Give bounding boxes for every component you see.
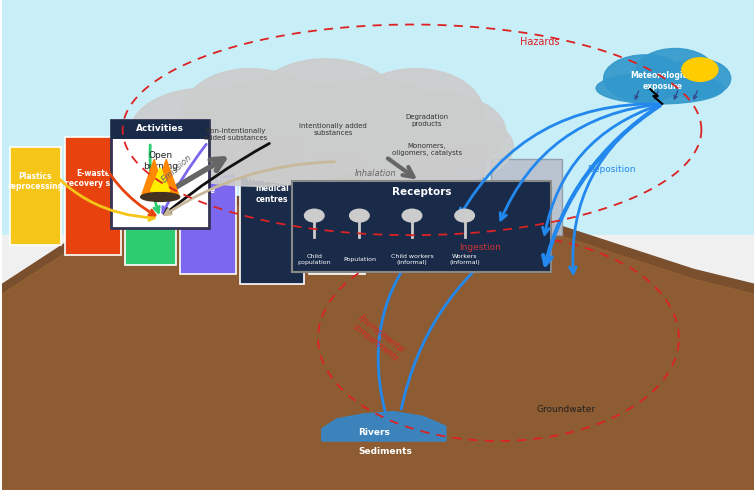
Text: Receptors: Receptors (391, 187, 451, 197)
Text: Non-intentionally
added substances: Non-intentionally added substances (204, 128, 267, 141)
FancyBboxPatch shape (65, 137, 121, 255)
Text: Food: Food (437, 206, 458, 215)
Text: Open
burning: Open burning (143, 151, 178, 171)
FancyBboxPatch shape (10, 147, 61, 245)
Bar (2, 235, 754, 490)
Text: Rivers: Rivers (358, 428, 391, 437)
Text: E-waste
recovery site: E-waste recovery site (65, 169, 121, 188)
FancyBboxPatch shape (309, 157, 366, 274)
Ellipse shape (198, 78, 363, 176)
Ellipse shape (141, 193, 179, 201)
Ellipse shape (250, 59, 400, 157)
Ellipse shape (130, 88, 280, 176)
Ellipse shape (333, 108, 513, 186)
Polygon shape (2, 206, 754, 490)
FancyBboxPatch shape (292, 181, 551, 272)
Circle shape (402, 209, 421, 222)
Ellipse shape (664, 59, 731, 98)
Text: Degradation
products: Degradation products (406, 114, 449, 126)
Text: Sediments: Sediments (359, 447, 412, 456)
Polygon shape (151, 168, 170, 191)
Text: Plastics
reprocessing: Plastics reprocessing (8, 172, 63, 191)
Text: Houses: Houses (135, 177, 166, 186)
Ellipse shape (296, 78, 446, 167)
Circle shape (682, 58, 718, 81)
Ellipse shape (371, 93, 506, 172)
Text: Meteorological
exposure: Meteorological exposure (630, 71, 694, 91)
FancyBboxPatch shape (240, 137, 304, 284)
Text: Hospitals &
medical
centres: Hospitals & medical centres (247, 174, 296, 203)
Ellipse shape (138, 108, 379, 186)
Ellipse shape (198, 108, 468, 186)
Text: Child workers
(informal): Child workers (informal) (391, 254, 434, 265)
Circle shape (350, 209, 369, 222)
Text: Population: Population (343, 257, 376, 262)
Text: Workers
(informal): Workers (informal) (449, 254, 480, 265)
Ellipse shape (636, 49, 714, 94)
Ellipse shape (182, 69, 318, 157)
FancyBboxPatch shape (179, 137, 236, 274)
Text: Monomers,
oligomers, catalysts: Monomers, oligomers, catalysts (392, 143, 462, 156)
Ellipse shape (604, 55, 686, 102)
Text: Child
population: Child population (298, 254, 331, 265)
Text: Ingestion: Ingestion (458, 243, 501, 252)
Text: Crops: Crops (513, 219, 539, 227)
Polygon shape (142, 159, 179, 196)
Ellipse shape (348, 69, 483, 157)
FancyBboxPatch shape (491, 159, 562, 235)
Text: Dumpsite: Dumpsite (317, 194, 358, 202)
Text: Deposition: Deposition (587, 165, 636, 173)
Ellipse shape (596, 73, 724, 104)
Circle shape (305, 209, 324, 222)
Text: Groundwater: Groundwater (537, 405, 596, 414)
Polygon shape (322, 412, 446, 441)
Text: Emission: Emission (160, 153, 194, 185)
Text: Intentionally added
substances: Intentionally added substances (299, 123, 367, 136)
FancyBboxPatch shape (412, 147, 483, 223)
Text: Environmental
compartments: Environmental compartments (350, 313, 406, 363)
FancyBboxPatch shape (112, 120, 209, 139)
Text: Inhalation: Inhalation (355, 170, 397, 178)
Circle shape (455, 209, 474, 222)
Bar (2, 434, 754, 490)
Text: Construction
site: Construction site (180, 175, 236, 195)
FancyBboxPatch shape (125, 137, 176, 265)
Text: Hazards: Hazards (520, 37, 559, 47)
Polygon shape (2, 196, 754, 490)
Text: Activities: Activities (136, 124, 184, 133)
FancyBboxPatch shape (112, 120, 209, 228)
